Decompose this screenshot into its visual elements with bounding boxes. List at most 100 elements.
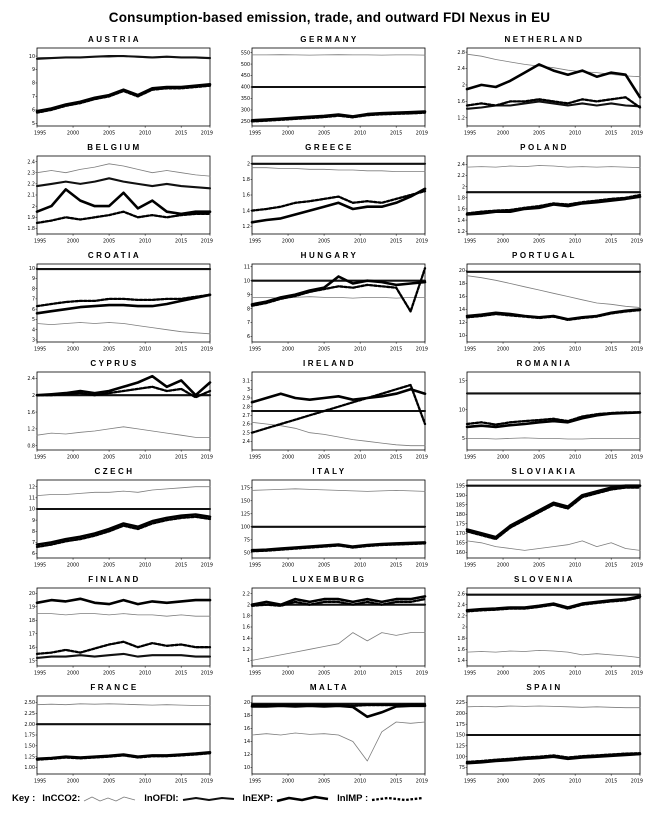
x-tick-label: 1995: [249, 671, 261, 677]
x-tick-label: 2019: [415, 239, 427, 245]
y-tick-label: 7: [31, 94, 34, 100]
series-lnimp: [465, 596, 641, 613]
key-label-lnexp: lnEXP:: [242, 793, 274, 804]
series-lnimp: [250, 703, 426, 707]
x-tick-label: 2005: [532, 455, 544, 461]
x-tick-label: 2015: [390, 455, 402, 461]
y-tick-label: 75: [458, 765, 464, 771]
panel-title: SLOVENIA: [514, 575, 575, 584]
y-tick-label: 150: [455, 733, 464, 739]
y-tick-label: 8: [246, 306, 249, 312]
x-tick-label: 2010: [354, 239, 366, 245]
x-tick-label: 2019: [200, 671, 212, 677]
series-lncco2: [466, 650, 640, 658]
y-tick-label: 450: [240, 73, 249, 79]
y-tick-label: 16: [28, 645, 34, 651]
y-tick-label: 1.75: [24, 733, 35, 739]
x-tick-label: 2010: [139, 779, 151, 785]
x-tick-label: 2015: [175, 131, 187, 137]
x-tick-label: 2010: [139, 347, 151, 353]
x-tick-label: 2010: [354, 671, 366, 677]
y-tick-label: 2.4: [457, 602, 465, 608]
chart-panel-netherland: NETHERLAND 1.2 1.6 2 2.4 2.8 1995 2000 2005 2010 2…: [442, 35, 647, 137]
chart-belgium: 1.8 1.9 2 2.1 2.2 2.3 2.4 1995 2000 2005 2010 2015 2…: [27, 155, 213, 245]
x-tick-label: 2000: [496, 455, 508, 461]
x-tick-label: 2005: [102, 671, 114, 677]
x-tick-label: 2015: [175, 779, 187, 785]
x-tick-label: 2005: [532, 671, 544, 677]
x-tick-label: 1995: [249, 563, 261, 569]
y-tick-label: 500: [240, 62, 249, 68]
x-tick-label: 1995: [464, 779, 476, 785]
series-lnexp: [250, 595, 426, 607]
y-tick-label: 160: [455, 550, 464, 556]
x-tick-label: 2019: [630, 347, 642, 353]
y-tick-label: 4: [31, 327, 34, 333]
x-tick-label: 2019: [415, 347, 427, 353]
chart-panel-austria: AUSTRIA 5 6 7 8 9 10 1995 2000 2005 2010 2015 2019: [12, 35, 217, 137]
y-tick-label: 300: [240, 108, 249, 114]
y-tick-label: 2: [31, 393, 34, 399]
y-tick-label: 6: [31, 108, 34, 114]
series-lnimp: [35, 640, 211, 656]
x-tick-label: 2005: [532, 131, 544, 137]
y-tick-label: 1.6: [457, 207, 465, 213]
x-tick-label: 2015: [605, 671, 617, 677]
x-tick-label: 2005: [317, 131, 329, 137]
x-tick-label: 2010: [139, 239, 151, 245]
x-tick-label: 1995: [464, 347, 476, 353]
x-tick-label: 1995: [34, 239, 46, 245]
y-tick-label: 1.6: [457, 647, 465, 653]
series-lnexp: [250, 387, 426, 404]
series-lnimp: [465, 193, 641, 215]
series-lnexp: [465, 63, 641, 99]
panel-title: SPAIN: [526, 683, 563, 692]
chart-france: 1.00 1.25 1.50 1.75 2.00 2.25 2.50 1995 2000 2005…: [24, 695, 213, 785]
y-tick-label: 100: [240, 525, 249, 531]
y-tick-label: 2.1: [27, 193, 35, 199]
chart-italy: 50 75 100 125 150 175 1995 2000 2005 2010 2015 2019: [240, 479, 428, 569]
x-tick-label: 1995: [249, 347, 261, 353]
x-tick-label: 2010: [569, 563, 581, 569]
y-tick-label: 12: [243, 752, 249, 758]
x-tick-label: 2000: [496, 239, 508, 245]
chart-panel-spain: SPAIN 75 100 125 150 175 200 225 1995 2000 2005 201…: [442, 683, 647, 785]
x-tick-label: 2015: [390, 563, 402, 569]
chart-panel-czech: CZECH 6 7 8 9 10 11 12 1995 2000 2005 2010 2015 2019: [12, 467, 217, 569]
series-lnimp: [35, 293, 211, 308]
x-tick-label: 1995: [34, 347, 46, 353]
y-tick-label: 1.2: [242, 224, 250, 230]
chart-cyprus: 0.8 1.2 1.6 2 2.4 1995 2000 2005 2010 2015 2019: [27, 371, 213, 461]
y-tick-label: 175: [455, 521, 464, 527]
series-lnexp: [35, 293, 211, 315]
x-tick-label: 2000: [281, 671, 293, 677]
y-tick-label: 100: [455, 754, 464, 760]
x-tick-label: 2010: [139, 671, 151, 677]
chart-finland: 15 16 17 18 19 20 1995 2000 2005 2010 2015 2019: [28, 587, 213, 677]
y-tick-label: 1.6: [457, 99, 465, 105]
x-tick-label: 2000: [496, 671, 508, 677]
x-tick-label: 2015: [175, 455, 187, 461]
x-tick-label: 2005: [317, 779, 329, 785]
panel-title: LUXEMBURG: [292, 575, 367, 584]
x-tick-label: 2019: [200, 347, 212, 353]
chart-romania: 5 10 15 1995 2000 2005 2010 2015 2019: [458, 371, 643, 461]
lnimp-line-sample-icon: [371, 796, 424, 801]
series-lncco2: [251, 721, 425, 762]
x-tick-label: 2019: [630, 563, 642, 569]
y-tick-label: 400: [240, 85, 249, 91]
x-tick-label: 2005: [102, 563, 114, 569]
y-tick-label: 9: [31, 67, 34, 73]
x-tick-label: 2005: [102, 455, 114, 461]
chart-austria: 5 6 7 8 9 10 1995 2000 2005 2010 2015 2019: [28, 47, 213, 137]
x-tick-label: 1995: [34, 563, 46, 569]
x-tick-label: 1995: [249, 455, 261, 461]
chart-panel-finland: FINLAND 15 16 17 18 19 20 1995 2000 2005 2010 2015 2…: [12, 575, 217, 677]
series-lnexp: [250, 275, 426, 306]
key-item-lnexp: lnEXP:: [243, 793, 331, 804]
y-tick-label: 10: [458, 407, 464, 413]
x-tick-label: 2000: [281, 347, 293, 353]
series-lncco2: [251, 167, 425, 173]
x-tick-label: 2019: [415, 779, 427, 785]
x-tick-label: 2000: [496, 563, 508, 569]
